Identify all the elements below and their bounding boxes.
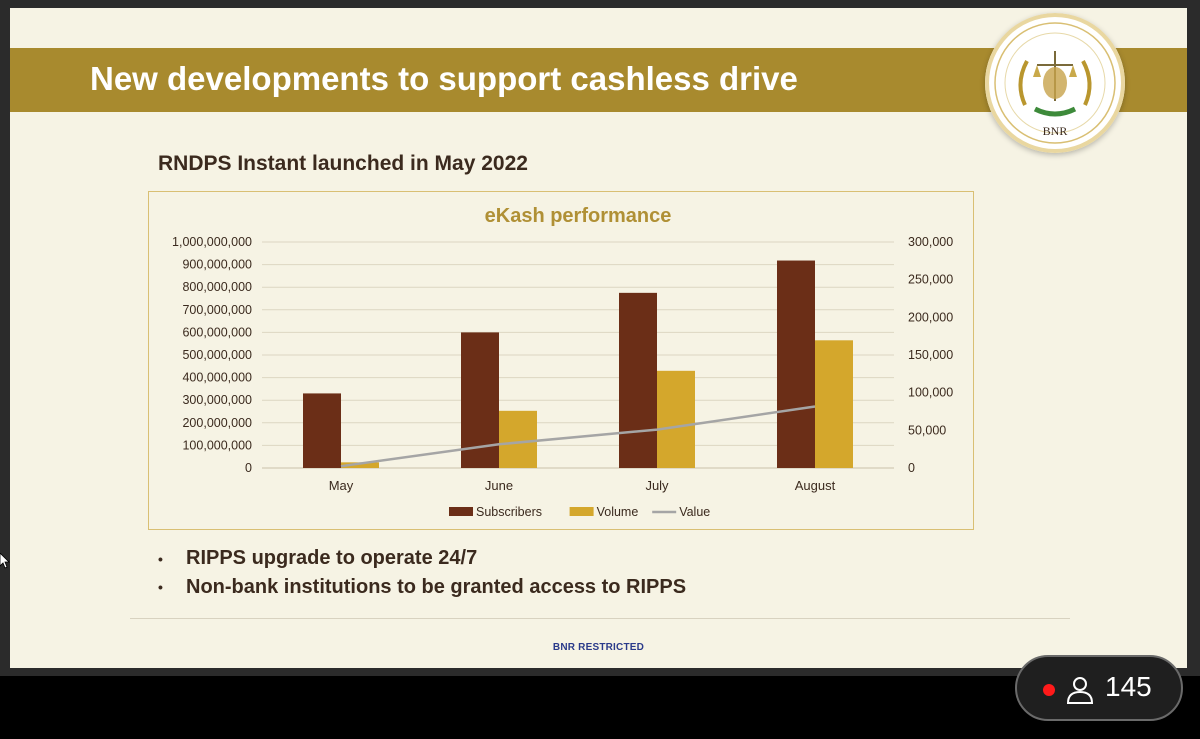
left-axis-tick-label: 400,000,000 (182, 371, 252, 385)
left-axis-tick-label: 800,000,000 (182, 280, 252, 294)
line-value (340, 405, 816, 468)
left-axis-tick-label: 500,000,000 (182, 348, 252, 362)
bullet-text: Non-bank institutions to be granted acce… (186, 575, 687, 598)
slide-title: New developments to support cashless dri… (90, 60, 798, 97)
legend-label: Volume (597, 505, 639, 519)
slide: New developments to support cashless dri… (10, 8, 1187, 668)
live-dot-icon (1043, 684, 1055, 696)
legend-swatch-volume (569, 507, 594, 516)
legend-label: Subscribers (476, 505, 542, 519)
viewer-count-badge[interactable]: 145 (1015, 655, 1183, 721)
person-icon (1066, 677, 1094, 704)
category-label: June (485, 478, 513, 493)
legend-swatch-subscribers (449, 507, 473, 516)
left-axis-tick-label: 1,000,000,000 (172, 235, 252, 249)
left-axis-tick-label: 300,000,000 (182, 393, 252, 407)
left-axis-tick-label: 900,000,000 (182, 258, 252, 272)
slide-subtitle: RNDPS Instant launched in May 2022 (158, 152, 528, 175)
right-axis-tick-label: 100,000 (908, 386, 953, 400)
category-label: August (795, 478, 836, 493)
bullet-item: • RIPPS upgrade to operate 24/7 (158, 544, 686, 573)
mouse-cursor-icon (0, 553, 10, 569)
viewer-count: 145 (1105, 671, 1152, 702)
footer-label: BNR RESTRICTED (552, 642, 645, 653)
bullet-dot: • (158, 579, 163, 596)
left-axis-tick-label: 0 (245, 461, 252, 475)
bnr-logo: BNR (985, 13, 1125, 153)
bottom-bar (0, 676, 1200, 739)
left-axis-tick-label: 600,000,000 (182, 325, 252, 339)
bar-volume (499, 410, 537, 468)
bar-subscribers (303, 393, 341, 468)
chart-title: eKash performance (485, 205, 672, 227)
right-axis-tick-label: 300,000 (908, 235, 953, 249)
footer-divider (130, 618, 1070, 619)
bar-subscribers (619, 292, 657, 468)
right-axis-tick-label: 250,000 (908, 273, 953, 287)
logo-text: BNR (1043, 124, 1068, 138)
legend-label: Value (679, 505, 710, 519)
left-axis-tick-label: 100,000,000 (182, 438, 252, 452)
category-label: May (329, 478, 354, 493)
bar-volume (815, 340, 853, 468)
bar-volume (657, 370, 695, 468)
right-axis-tick-label: 200,000 (908, 310, 953, 324)
right-axis-tick-label: 50,000 (908, 423, 946, 437)
right-axis-tick-label: 0 (908, 461, 915, 475)
bar-subscribers (777, 260, 815, 468)
right-axis-tick-label: 150,000 (908, 348, 953, 362)
bullet-dot: • (158, 550, 163, 567)
bullet-list: • RIPPS upgrade to operate 24/7 • Non-bank… (158, 544, 686, 601)
chart-container: eKash performance 0 100,000,000 200,000,000… (148, 191, 974, 530)
bullet-item: • Non-bank institutions to be granted acc… (158, 573, 686, 602)
bar-volume (341, 462, 379, 468)
left-axis-tick-label: 700,000,000 (182, 303, 252, 317)
ekash-chart: eKash performance 0 100,000,000 200,000,000… (172, 205, 953, 519)
category-label: July (645, 478, 669, 493)
bullet-text: RIPPS upgrade to operate 24/7 (186, 547, 478, 569)
left-axis-tick-label: 200,000,000 (182, 416, 252, 430)
